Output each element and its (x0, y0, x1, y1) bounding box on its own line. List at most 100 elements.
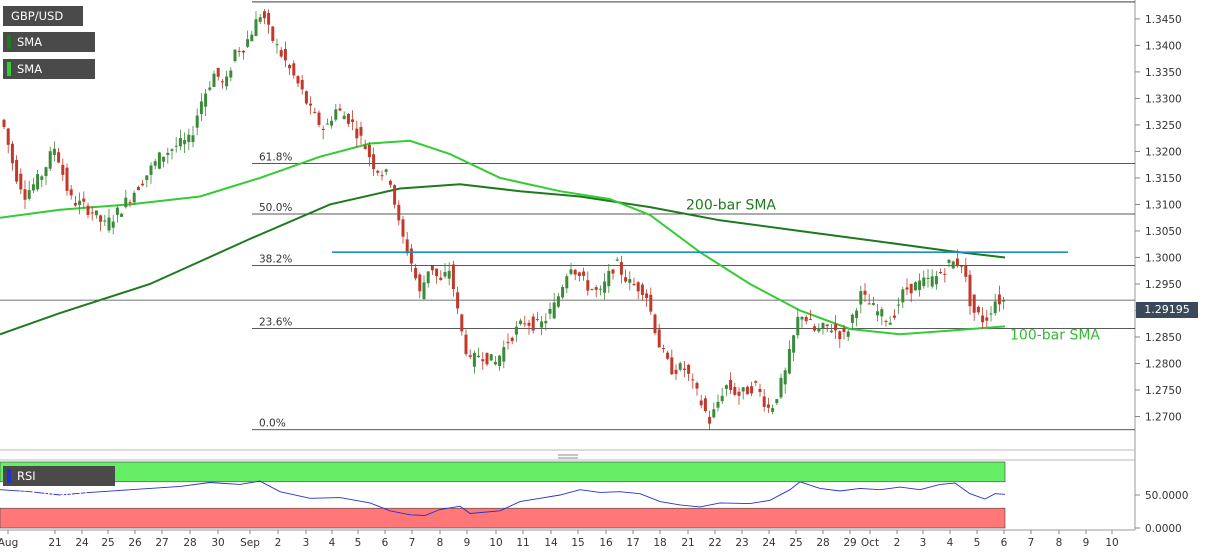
candle-down (523, 323, 527, 325)
date-tick-label: Oct (861, 537, 879, 549)
candle-up (850, 314, 854, 323)
candle-down (418, 274, 422, 292)
candle-down (804, 316, 808, 322)
price-tick-label: 1.3000 (1145, 252, 1182, 264)
candle-down (813, 326, 817, 331)
candle-up (561, 286, 565, 298)
current-price-tag: 1.29195 (1136, 302, 1198, 318)
sma200-legend[interactable]: SMA (200,0) (3, 32, 95, 69)
sma100-legend[interactable]: SMA (100,0) (3, 59, 95, 96)
price-tick-label: 1.3300 (1145, 93, 1182, 105)
candle-down (729, 380, 733, 390)
date-tick-label: 28 (816, 537, 829, 549)
date-tick-label: 4 (329, 537, 336, 549)
candle-down (367, 144, 371, 158)
candle-up (514, 326, 518, 335)
candle-up (607, 270, 611, 287)
candle-up (926, 277, 930, 279)
candle-up (792, 335, 796, 353)
candle-down (632, 284, 636, 286)
rsi-swatch (7, 469, 11, 483)
candle-up (27, 190, 31, 199)
candle-up (678, 363, 682, 370)
date-tick-label: 23 (735, 537, 748, 549)
candle-up (178, 138, 182, 147)
candle-up (157, 152, 161, 169)
candle-up (174, 145, 178, 147)
candle-down (695, 382, 699, 389)
candle-up (183, 140, 187, 145)
candle-up (149, 165, 153, 175)
candle-down (61, 164, 65, 175)
date-tick-label: 16 (599, 537, 613, 549)
candle-down (573, 269, 577, 275)
candle-up (519, 320, 523, 324)
candle-down (981, 315, 985, 323)
date-tick-label: 21 (48, 537, 61, 549)
candle-up (1002, 300, 1006, 302)
candle-down (220, 81, 224, 83)
price-tick-label: 1.3350 (1145, 67, 1182, 79)
date-tick-label: 9 (1083, 537, 1090, 549)
candle-down (653, 314, 657, 334)
symbol-badge[interactable]: GBP/USD (3, 6, 83, 26)
candle-down (468, 355, 472, 357)
date-tick-label: 30 (211, 537, 224, 549)
date-tick-label: 26 (128, 537, 142, 549)
candle-down (355, 128, 359, 139)
candle-up (800, 316, 804, 320)
price-tick-label: 1.3150 (1145, 173, 1182, 185)
candle-down (99, 215, 103, 222)
candle-up (426, 271, 430, 284)
candle-up (246, 39, 250, 47)
candle-down (405, 239, 409, 254)
candle-up (103, 220, 107, 222)
candle-down (750, 386, 754, 394)
candle-down (657, 329, 661, 348)
candle-up (187, 134, 191, 143)
candle-down (892, 315, 896, 318)
candle-up (922, 277, 926, 287)
candle-up (325, 123, 329, 125)
candle-down (985, 317, 989, 321)
candle-up (859, 291, 863, 305)
candle-down (363, 145, 367, 150)
date-tick-label: 3 (920, 537, 927, 549)
candle-up (989, 313, 993, 315)
candle-down (666, 352, 670, 359)
candle-down (401, 219, 405, 237)
rsi-legend[interactable]: RSI (14,70,30,1) (3, 466, 115, 503)
candle-down (758, 388, 762, 392)
candle-up (40, 176, 44, 180)
candle-up (628, 279, 632, 283)
candle-down (485, 352, 489, 365)
candle-down (317, 112, 321, 125)
date-tick-label: 27 (155, 537, 168, 549)
candle-up (477, 355, 481, 358)
candle-up (170, 149, 174, 151)
panel-resize-handle[interactable] (558, 454, 578, 459)
candle-up (250, 34, 254, 42)
rsi-oversold-zone (0, 507, 1006, 529)
price-tick-label: 1.2800 (1145, 358, 1182, 370)
fib-label: 0.0% (259, 418, 286, 430)
candle-up (447, 270, 451, 279)
rsi-tick-label: 0.0000 (1145, 523, 1182, 535)
candle-down (619, 262, 623, 275)
candle-up (556, 296, 560, 307)
candle-down (65, 167, 69, 191)
candle-up (275, 44, 279, 46)
date-tick-label: 10 (1105, 537, 1118, 549)
rsi-label: RSI (14,70,30,1) (17, 469, 89, 503)
candle-down (972, 294, 976, 313)
candle-down (670, 357, 674, 375)
candle-down (262, 11, 266, 19)
candle-down (577, 272, 581, 276)
rsi-tick-label: 50.0000 (1145, 490, 1188, 502)
date-tick-label: 25 (789, 537, 802, 549)
candle-up (208, 87, 212, 90)
candle-up (817, 328, 821, 332)
candle-up (493, 361, 497, 365)
